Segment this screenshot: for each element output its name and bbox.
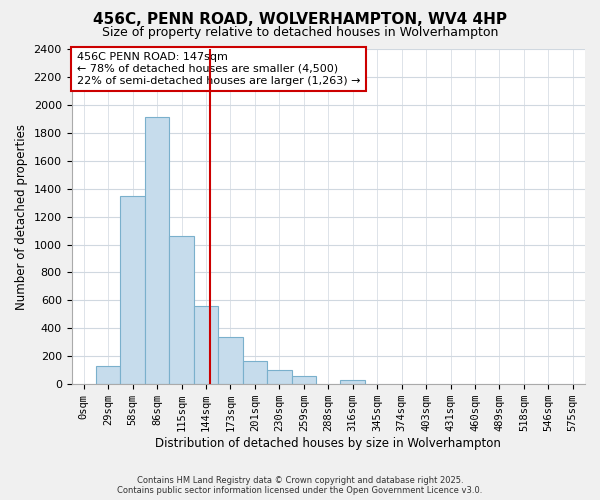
X-axis label: Distribution of detached houses by size in Wolverhampton: Distribution of detached houses by size … (155, 437, 501, 450)
Bar (145, 118, 169, 384)
Text: Size of property relative to detached houses in Wolverhampton: Size of property relative to detached ho… (102, 26, 498, 39)
Y-axis label: Number of detached properties: Number of detached properties (15, 124, 28, 310)
Text: 456C PENN ROAD: 147sqm
← 78% of detached houses are smaller (4,500)
22% of semi-: 456C PENN ROAD: 147sqm ← 78% of detached… (77, 52, 360, 86)
Text: Contains HM Land Registry data © Crown copyright and database right 2025.
Contai: Contains HM Land Registry data © Crown c… (118, 476, 482, 495)
Bar (121, 196, 145, 384)
Text: 456C, PENN ROAD, WOLVERHAMPTON, WV4 4HP: 456C, PENN ROAD, WOLVERHAMPTON, WV4 4HP (93, 12, 507, 28)
Bar (218, 336, 242, 384)
Bar (340, 380, 365, 384)
Bar (169, 236, 194, 384)
Bar (96, 366, 121, 384)
Bar (194, 306, 218, 384)
Bar (292, 376, 316, 384)
Bar (242, 361, 267, 384)
Bar (267, 370, 292, 384)
